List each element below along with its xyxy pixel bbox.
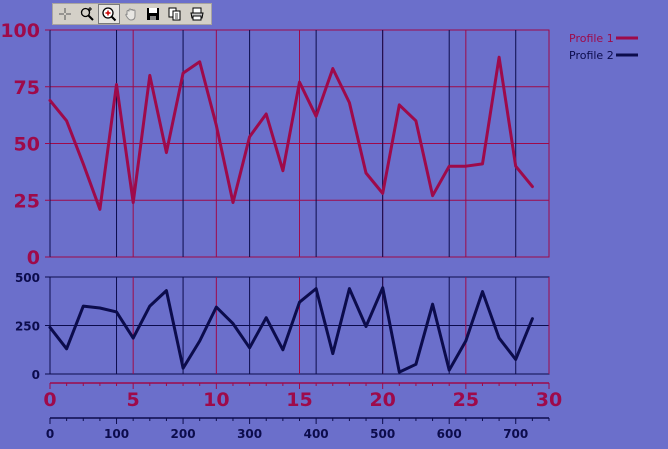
profile1-y-tick-label: 75 xyxy=(14,77,40,99)
profile1-x-tick-label: 15 xyxy=(286,389,312,411)
toolbar-save-button[interactable] xyxy=(142,4,164,24)
profile1-y-tick-label: 0 xyxy=(27,247,40,269)
profile2-x-tick-label: 500 xyxy=(370,427,395,441)
profile2-x-tick-label: 0 xyxy=(46,427,54,441)
profile1-x-tick-label: 0 xyxy=(43,389,56,411)
profile1-x-tick-label: 30 xyxy=(536,389,562,411)
zoom-icon xyxy=(79,6,95,22)
toolbar-zoom-box-button[interactable] xyxy=(98,4,120,24)
toolbar-copy-button[interactable] xyxy=(164,4,186,24)
profile1-line xyxy=(48,55,534,211)
profile2-x-tick-label: 400 xyxy=(304,427,329,441)
profile1-y-tick-label: 100 xyxy=(0,20,40,42)
pan-hand-icon xyxy=(123,6,139,22)
toolbar-print-button[interactable] xyxy=(186,4,208,24)
profile2-x-tick-label: 200 xyxy=(171,427,196,441)
print-icon xyxy=(189,6,205,22)
save-icon xyxy=(145,6,161,22)
toolbar-crosshair-button[interactable] xyxy=(54,4,76,24)
chart-toolbar xyxy=(52,3,212,25)
profile2-line xyxy=(48,286,534,374)
profile1-x-tick-label: 10 xyxy=(203,389,229,411)
profile2-y-tick-label: 250 xyxy=(15,320,40,334)
profile1-y-tick-label: 25 xyxy=(14,190,40,212)
profile1-legend-label: Profile 1 xyxy=(569,32,614,45)
crosshair-icon xyxy=(57,6,73,22)
profile2-x-tick-label: 300 xyxy=(237,427,262,441)
profile1-y-tick-label: 50 xyxy=(14,134,40,156)
profile2-x-tick-label: 700 xyxy=(503,427,528,441)
profile2-legend-label: Profile 2 xyxy=(569,49,614,62)
profile2-x-tick-label: 100 xyxy=(104,427,129,441)
zoom-box-icon xyxy=(101,6,117,22)
profile1-x-tick-label: 5 xyxy=(127,389,140,411)
profile2-x-tick-label: 600 xyxy=(437,427,462,441)
profile2-y-tick-label: 500 xyxy=(15,271,40,285)
copy-icon xyxy=(167,6,183,22)
profile2-y-tick-label: 0 xyxy=(32,368,40,382)
toolbar-pan-hand-button[interactable] xyxy=(120,4,142,24)
toolbar-zoom-button[interactable] xyxy=(76,4,98,24)
profile1-x-tick-label: 25 xyxy=(453,389,479,411)
profile1-x-tick-label: 20 xyxy=(369,389,395,411)
